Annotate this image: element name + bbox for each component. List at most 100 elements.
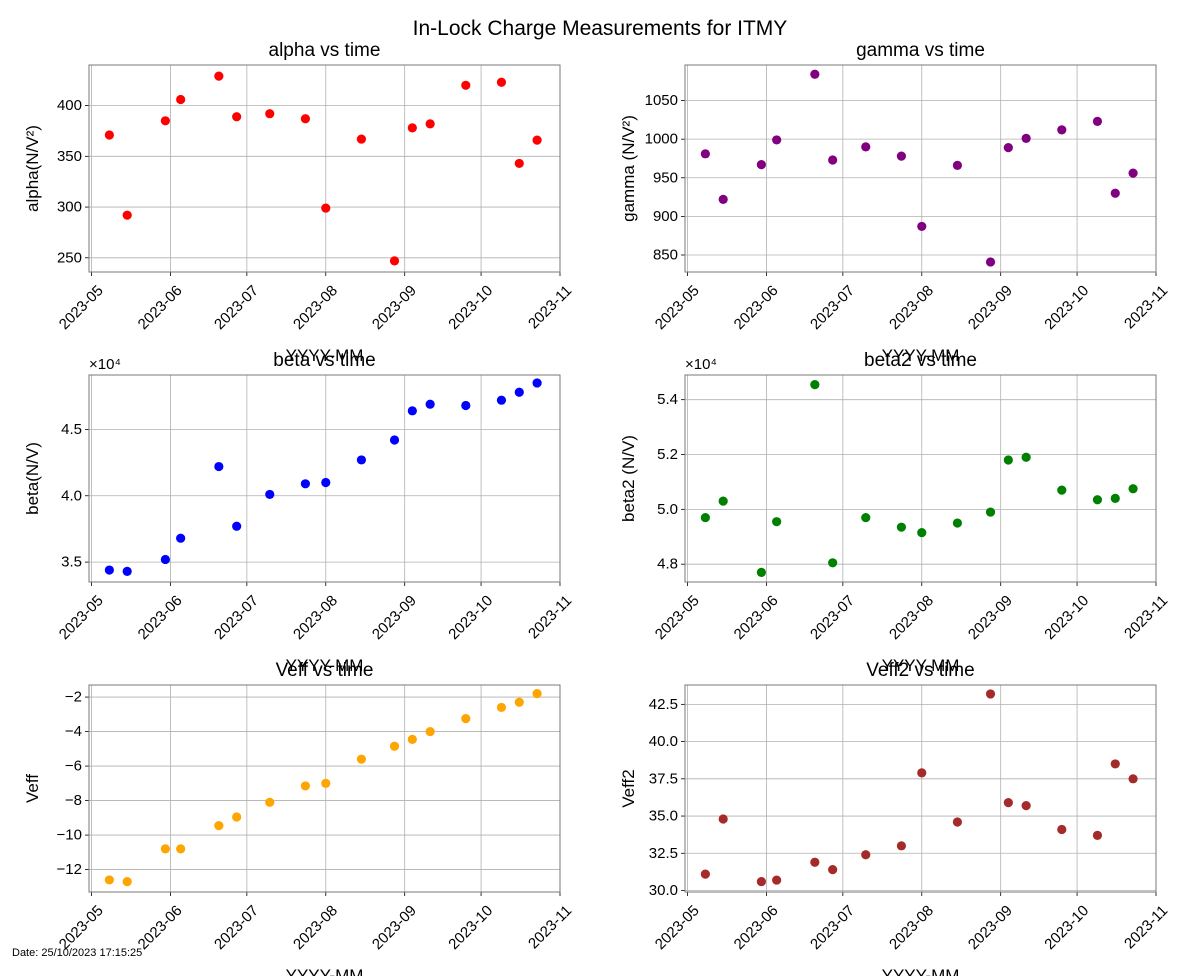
x-tick-label: 2023-09 xyxy=(965,282,1016,333)
y-tick-label: 1050 xyxy=(645,92,678,109)
data-point xyxy=(300,114,311,124)
plot-frame xyxy=(88,684,561,893)
date-footer: Date: 25/10/2023 17:15:25 xyxy=(12,947,142,959)
data-point xyxy=(532,135,542,145)
x-tick-label: 2023-06 xyxy=(731,282,782,333)
x-tick-label: 2023-07 xyxy=(211,902,262,953)
data-point xyxy=(265,109,275,119)
data-point xyxy=(160,554,170,565)
data-point xyxy=(985,507,996,517)
data-point xyxy=(1128,168,1138,178)
data-point xyxy=(1021,133,1031,143)
x-axis-label: YYYY-MM xyxy=(286,346,364,365)
y-tick-label: 1000 xyxy=(645,131,678,148)
x-tick-label: 2023-11 xyxy=(1121,282,1171,332)
x-tick-label: 2023-08 xyxy=(290,282,341,333)
plot-area xyxy=(89,65,560,272)
data-point xyxy=(1003,798,1013,808)
y-tick-label: −8 xyxy=(65,792,82,809)
data-point xyxy=(917,221,927,232)
data-point xyxy=(232,112,242,122)
plot-area xyxy=(89,685,560,892)
y-tick-label: 4.8 xyxy=(657,556,678,573)
data-point xyxy=(861,850,871,860)
subplot-grid: 2023-05 2023-06 2023-07 2023-08 2023-09 2023-… xyxy=(23,40,1171,976)
data-point xyxy=(1021,452,1031,462)
data-point xyxy=(496,702,507,713)
data-point xyxy=(861,512,871,523)
data-point xyxy=(300,479,311,489)
data-point xyxy=(176,533,186,543)
x-axis-label: YYYY-MM xyxy=(286,966,364,976)
subplot-3: 2023-05 2023-06 2023-07 2023-08 2023-09 2023-… xyxy=(619,350,1171,675)
data-point xyxy=(952,518,963,528)
data-point xyxy=(176,844,186,854)
subplot-4: 2023-05 2023-06 2023-07 2023-08 2023-09 2023-… xyxy=(23,660,575,976)
y-tick-label: −6 xyxy=(65,758,82,775)
data-point xyxy=(985,689,996,699)
x-tick-label: 2023-06 xyxy=(135,902,186,953)
data-point xyxy=(772,135,782,145)
plot-frame xyxy=(684,64,1157,273)
data-point xyxy=(756,160,766,170)
data-point xyxy=(1110,493,1120,503)
x-tick-label: 2023-05 xyxy=(652,282,703,333)
subplot-title: Veff vs time xyxy=(276,660,374,681)
data-point xyxy=(810,857,820,867)
data-point xyxy=(718,496,728,506)
x-tick-label: 2023-06 xyxy=(135,592,186,643)
data-point xyxy=(461,400,471,411)
data-point xyxy=(772,517,782,527)
data-point xyxy=(160,116,170,126)
plot-area xyxy=(685,685,1156,892)
x-tick-label: 2023-05 xyxy=(56,282,107,333)
data-point xyxy=(756,876,766,887)
data-point xyxy=(1021,801,1031,811)
data-point xyxy=(700,869,710,879)
plot-frame xyxy=(684,374,1157,583)
data-point xyxy=(232,521,242,531)
y-tick-label: 950 xyxy=(653,169,678,186)
x-tick-label: 2023-11 xyxy=(525,592,575,642)
x-tick-label: 2023-09 xyxy=(965,902,1016,953)
y-tick-label: 37.5 xyxy=(649,770,678,787)
y-tick-label: 30.0 xyxy=(649,882,678,899)
x-tick-label: 2023-10 xyxy=(1041,282,1092,333)
data-point xyxy=(532,689,542,699)
data-point xyxy=(828,558,838,568)
plot-area xyxy=(685,65,1156,272)
data-point xyxy=(122,566,132,576)
data-point xyxy=(985,257,996,267)
data-point xyxy=(496,77,507,87)
x-tick-label: 2023-07 xyxy=(807,592,858,643)
y-axis-label: beta2 (N/V) xyxy=(619,435,638,522)
data-point xyxy=(160,844,170,854)
data-point xyxy=(1110,759,1120,769)
x-axis-label: YYYY-MM xyxy=(882,346,960,365)
data-point xyxy=(1092,116,1103,126)
data-point xyxy=(407,123,417,133)
x-tick-label: 2023-10 xyxy=(1041,592,1092,643)
y-axis-label: alpha(N/V²) xyxy=(23,125,42,212)
data-point xyxy=(214,461,224,472)
y-tick-label: −10 xyxy=(57,827,82,844)
y-tick-label: 900 xyxy=(653,208,678,225)
data-point xyxy=(356,455,367,465)
data-point xyxy=(300,781,311,791)
data-point xyxy=(896,841,907,851)
x-tick-label: 2023-06 xyxy=(135,282,186,333)
subplot-title: beta vs time xyxy=(273,350,375,371)
data-point xyxy=(718,194,728,204)
y-tick-label: −4 xyxy=(65,723,82,740)
data-point xyxy=(1057,824,1067,835)
subplot-title: Veff2 vs time xyxy=(866,660,974,681)
data-point xyxy=(952,817,963,827)
data-point xyxy=(214,820,224,831)
data-point xyxy=(861,142,871,152)
plot-frame xyxy=(88,64,561,273)
data-point xyxy=(104,130,114,140)
y-axis-label: gamma (N/V²) xyxy=(619,115,638,222)
y-axis-multiplier: ×10⁴ xyxy=(685,356,717,373)
x-tick-label: 2023-07 xyxy=(211,282,262,333)
